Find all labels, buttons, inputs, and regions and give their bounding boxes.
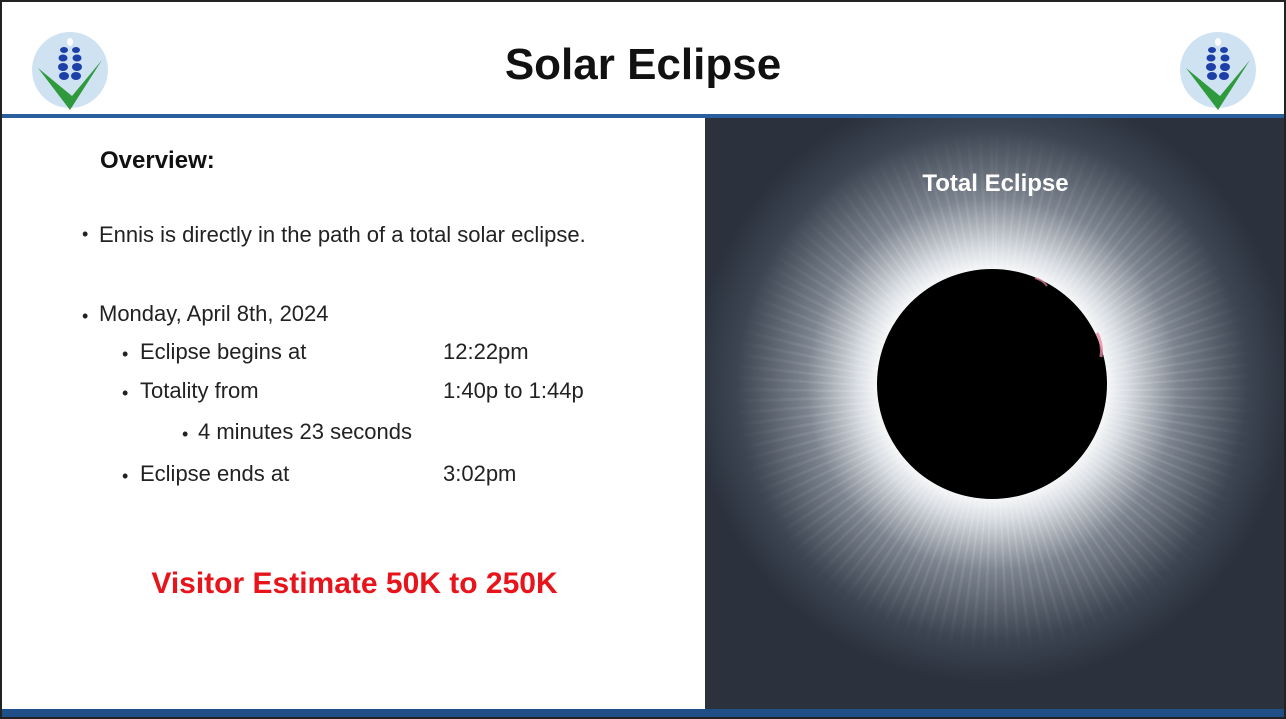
section-heading: Overview: xyxy=(100,147,215,175)
bullet: • xyxy=(82,306,88,327)
footer-bar xyxy=(2,709,1284,717)
sub-bullet-time: 3:02pm xyxy=(443,461,516,487)
eclipse-photo: Total Eclipse xyxy=(705,118,1286,711)
bullet: • xyxy=(182,424,188,445)
sub-bullet-time: 12:22pm xyxy=(443,339,529,365)
sub-sub-bullet-text: 4 minutes 23 seconds xyxy=(198,419,412,445)
sub-bullet-label: Eclipse ends at xyxy=(140,461,289,487)
image-caption: Total Eclipse xyxy=(705,170,1286,198)
sub-bullet-time: 1:40p to 1:44p xyxy=(443,378,584,404)
bullet-text: Ennis is directly in the path of a total… xyxy=(99,219,644,251)
visitor-estimate: Visitor Estimate 50K to 250K xyxy=(2,567,707,601)
sub-bullet-label: Totality from xyxy=(140,378,259,404)
sub-bullet-label: Eclipse begins at xyxy=(140,339,306,365)
bullet-text: Monday, April 8th, 2024 xyxy=(99,301,329,327)
slide-title: Solar Eclipse xyxy=(2,40,1284,90)
bullet: • xyxy=(122,344,128,365)
slide: Solar Eclipse Overview: • Ennis is direc… xyxy=(0,0,1286,719)
bullet: • xyxy=(122,466,128,487)
moon xyxy=(705,118,1286,711)
bullet: • xyxy=(122,383,128,404)
bullet: • xyxy=(82,224,88,245)
